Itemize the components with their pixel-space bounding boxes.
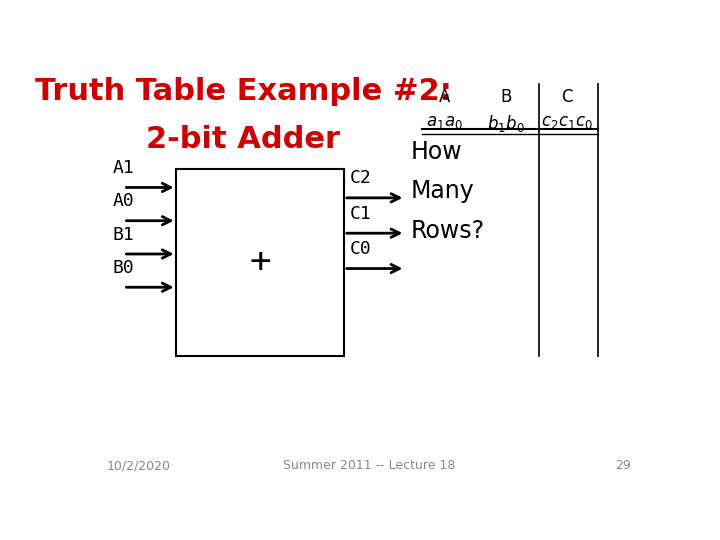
Text: 29: 29 [616,460,631,472]
Text: $c_2 c_1 c_0$: $c_2 c_1 c_0$ [541,113,593,131]
Text: C0: C0 [349,240,372,258]
Text: 10/2/2020: 10/2/2020 [107,460,171,472]
Text: A1: A1 [112,159,134,177]
Text: C2: C2 [349,170,372,187]
Text: Truth Table Example #2:: Truth Table Example #2: [35,77,452,106]
Text: C1: C1 [349,205,372,223]
Text: A: A [438,87,450,106]
Text: $b_1 b_0$: $b_1 b_0$ [487,113,524,133]
Text: Rows?: Rows? [411,219,485,242]
Text: Many: Many [411,179,474,203]
Text: A0: A0 [112,192,134,210]
Text: B1: B1 [112,226,134,244]
Text: Summer 2011 -- Lecture 18: Summer 2011 -- Lecture 18 [283,460,455,472]
Text: C: C [562,87,573,106]
Text: How: How [411,140,462,164]
Bar [176,168,344,356]
Text: B0: B0 [112,259,134,277]
Text: $a_1 a_0$: $a_1 a_0$ [426,113,463,131]
Text: B: B [500,87,511,106]
Text: 2-bit Adder: 2-bit Adder [146,125,341,154]
Text: +: + [249,245,271,279]
